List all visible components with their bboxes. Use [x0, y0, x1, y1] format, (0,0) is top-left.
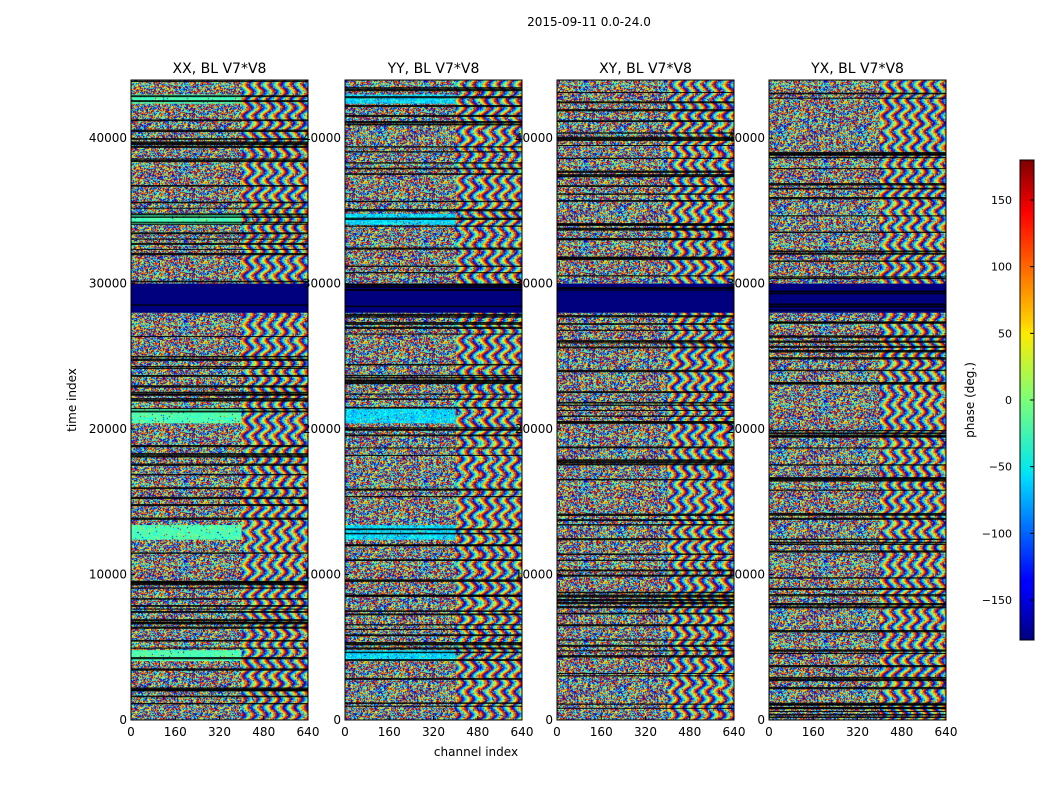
panel-3: XY, BL V7*V8 0 160 320 480 640 0 10000 20000 3000…: [515, 61, 746, 739]
y-tick-label: 20000: [303, 422, 341, 436]
colorbar-tick-label: −100: [982, 527, 1012, 540]
y-tick-label: 30000: [89, 277, 127, 291]
panel-4: YX, BL V7*V8 0 160 320 480 640 0 10000 20000 3000…: [727, 61, 958, 739]
colorbar-label: phase (deg.): [963, 362, 977, 438]
y-axis-label: time index: [65, 368, 79, 432]
y-tick-label: 20000: [89, 422, 127, 436]
x-tick-label: 480: [466, 725, 489, 739]
phase-image: [557, 80, 734, 720]
y-tick-label: 10000: [89, 568, 127, 582]
panel-1: XX, BL V7*V8 0 160 320 480 640 0 10000 20000 3000…: [89, 61, 320, 739]
y-tick-label: 0: [545, 713, 553, 727]
colorbar-tick-label: 0: [1005, 394, 1012, 407]
x-tick-label: 160: [378, 725, 401, 739]
colorbar-tick-label: 150: [991, 194, 1012, 207]
x-tick-label: 640: [511, 725, 534, 739]
x-tick-label: 480: [252, 725, 275, 739]
x-tick-label: 320: [634, 725, 657, 739]
x-tick-label: 320: [846, 725, 869, 739]
y-tick-label: 10000: [303, 568, 341, 582]
y-tick-label: 40000: [515, 131, 553, 145]
x-tick-label: 160: [802, 725, 825, 739]
x-tick-label: 640: [297, 725, 320, 739]
y-tick-label: 40000: [303, 131, 341, 145]
colorbar-tick-label: −50: [989, 461, 1012, 474]
x-tick-label: 0: [127, 725, 135, 739]
x-tick-label: 480: [890, 725, 913, 739]
y-tick-label: 30000: [303, 277, 341, 291]
y-tick-label: 0: [333, 713, 341, 727]
y-tick-label: 0: [119, 713, 127, 727]
colorbar-tick-label: 100: [991, 261, 1012, 274]
panel-2: YY, BL V7*V8 0 160 320 480 640 0 10000 20000 3000…: [303, 61, 534, 739]
x-tick-label: 0: [553, 725, 561, 739]
y-tick-label: 30000: [727, 277, 765, 291]
colorbar-ticks: 150 100 50 0 −50 −100 −150: [982, 194, 1034, 607]
x-tick-label: 320: [422, 725, 445, 739]
colorbar: 150 100 50 0 −50 −100 −150 phase (deg.): [963, 159, 1035, 641]
y-tick-label: 0: [757, 713, 765, 727]
figure-title: 2015-09-11 0.0-24.0: [527, 15, 651, 29]
x-tick-label: 0: [765, 725, 773, 739]
colorbar-tick-label: 50: [998, 327, 1012, 340]
x-tick-label: 160: [590, 725, 613, 739]
y-tick-label: 10000: [727, 568, 765, 582]
x-tick-label: 0: [341, 725, 349, 739]
panel-title: YY, BL V7*V8: [387, 61, 480, 77]
y-tick-label: 20000: [515, 422, 553, 436]
y-tick-label: 40000: [89, 131, 127, 145]
x-axis-label: channel index: [434, 745, 518, 759]
x-tick-label: 320: [208, 725, 231, 739]
y-tick-label: 10000: [515, 568, 553, 582]
panel-title: XX, BL V7*V8: [173, 61, 267, 77]
colorbar-tick-label: −150: [982, 594, 1012, 607]
y-tick-label: 20000: [727, 422, 765, 436]
y-tick-label: 40000: [727, 131, 765, 145]
phase-image: [131, 80, 308, 720]
x-tick-label: 640: [935, 725, 958, 739]
panel-title: YX, BL V7*V8: [810, 61, 904, 77]
x-tick-label: 480: [678, 725, 701, 739]
phase-image: [345, 80, 522, 720]
phase-image: [769, 80, 946, 720]
x-tick-label: 640: [723, 725, 746, 739]
panel-title: XY, BL V7*V8: [599, 61, 692, 77]
y-tick-label: 30000: [515, 277, 553, 291]
heatmap-panels: XX, BL V7*V8 0 160 320 480 640 0 10000 20000 3000…: [89, 61, 958, 739]
x-tick-label: 160: [164, 725, 187, 739]
